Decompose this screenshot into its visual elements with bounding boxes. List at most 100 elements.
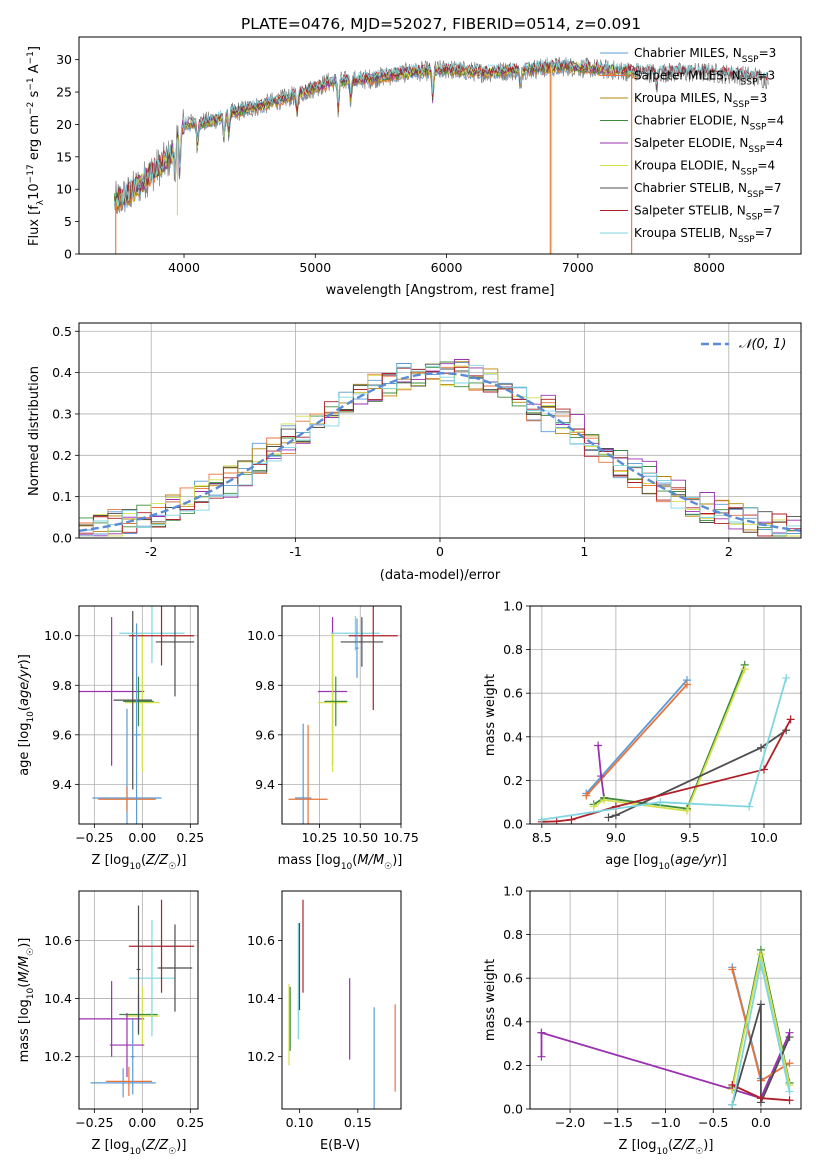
y-axis-label: mass [log10(M/M☉)] (17, 938, 36, 1063)
axes-frame (281, 605, 402, 825)
x-tick-label: 9.5 (680, 830, 700, 845)
legend-entry: Kroupa MILES, NSSP=3 (634, 91, 767, 110)
label-part: M/M (17, 956, 32, 983)
label-part: =3 (759, 46, 777, 60)
mass-weight-marker (728, 1081, 737, 1090)
y-tick-label: 10.2 (247, 1049, 275, 1064)
mass-weight-marker (756, 958, 765, 967)
y-tick-label: 10.6 (247, 933, 275, 948)
label-part: 10 (129, 862, 141, 872)
x-tick-label: −1.5 (603, 1115, 633, 1130)
y-tick-label: 0.6 (503, 971, 523, 986)
x-axis-label: E(B-V) (320, 1138, 360, 1153)
label-part: 10 (26, 987, 36, 999)
label-part: Chabrier ELODIE, N (634, 114, 750, 128)
y-axis-label: mass weight (483, 674, 498, 756)
mass-weight-line (593, 668, 746, 812)
x-tick-label: −1.0 (650, 1115, 680, 1130)
label-part: 10 (26, 711, 36, 723)
x-tick-label: -2 (145, 544, 157, 559)
label-part: SSP (741, 78, 758, 88)
mass-weight-marker (589, 802, 598, 811)
y-tick-label: 0.6 (503, 686, 523, 701)
label-part: ☉ (695, 1147, 703, 1157)
spectrum-plot-area (114, 57, 769, 254)
label-part: Z [log (92, 853, 130, 868)
label-part: age [log (605, 853, 658, 868)
axes-frame (78, 36, 802, 255)
label-part: =4 (765, 136, 783, 150)
label-part: Z/Z (672, 1138, 696, 1153)
x-tick-label: 0.25 (176, 1115, 204, 1130)
mass-weight-marker (728, 965, 737, 974)
mass-weight-marker (537, 1052, 546, 1061)
label-part: −1 (26, 77, 36, 90)
legend-entry: Chabrier STELIB, NSSP=7 (634, 181, 782, 200)
y-tick-label: 0.0 (52, 531, 72, 546)
y-tick-label: 0.3 (52, 406, 72, 421)
y-tick-label: 0 (64, 247, 72, 262)
y-tick-label: 0.5 (52, 324, 72, 339)
y-tick-label: 0.1 (52, 489, 72, 504)
label-part: Z [log (92, 1138, 130, 1153)
legend-entry: Kroupa STELIB, NSSP=7 (634, 226, 772, 245)
label-part: A (27, 64, 42, 77)
axes-frame (281, 890, 402, 1110)
mass-weight-marker (756, 1000, 765, 1009)
mass_vs_Z-plot-area (79, 899, 195, 1098)
label-part: ( (17, 983, 32, 988)
age_vs_Z-axes: −0.25 0.00 0.259.49.69.810.0Z [log10(Z/Z☉)… (17, 605, 204, 872)
label-part: SSP (746, 213, 763, 223)
label-part: )] (703, 1138, 713, 1153)
spectrum-axes: 4000 5000 6000 7000 8000 0 5 10 15 20 25 30 Chabrier… (26, 36, 802, 298)
axes-frame (78, 890, 199, 1110)
mass-weight-marker (582, 791, 591, 800)
y-tick-label: 9.4 (255, 777, 275, 792)
y-tick-label: 0.2 (503, 773, 523, 788)
x-tick-label: −0.25 (75, 1115, 113, 1130)
label-part: M/M (357, 853, 384, 868)
legend-entry: Salpeter MILES, NSSP=3 (634, 69, 775, 88)
mass-weight-marker (757, 743, 766, 752)
x-tick-label: −2.0 (555, 1115, 585, 1130)
label-part: −2 (26, 102, 36, 115)
label-part: SSP (747, 190, 764, 200)
axes-frame (78, 322, 802, 539)
weight_vs_Z-axes: −2.0 −1.5 −1.0 −0.5 0.0 0.0 0.2 0.4 0.6 0.8 1.0 Z [… (483, 884, 802, 1157)
x-axis-label: Z [log10(Z/Z☉)] (92, 853, 187, 872)
label-part: mass [log (17, 999, 32, 1062)
mass-weight-marker (597, 772, 606, 781)
label-part: ( (352, 853, 357, 868)
mass-weight-line (608, 729, 787, 819)
x-tick-label: 0.0 (751, 1115, 771, 1130)
mass-weight-marker (759, 765, 768, 774)
x-tick-label: 6000 (431, 260, 463, 275)
label-part: Salpeter ELODIE, N (634, 136, 748, 150)
label-part: ( (141, 853, 146, 868)
label-part: age/yr (17, 663, 32, 706)
mass-weight-marker (537, 815, 546, 824)
label-part: Z/Z (145, 853, 169, 868)
label-part: =3 (757, 69, 775, 83)
mass-weight-line (541, 677, 788, 821)
label-part: SSP (733, 100, 750, 110)
mass-weight-line (585, 683, 688, 797)
legend-entry: Kroupa ELODIE, NSSP=4 (634, 159, 775, 178)
label-part: ] (27, 46, 42, 51)
label-part: Chabrier STELIB, N (634, 181, 747, 195)
x-tick-label: −0.5 (698, 1115, 728, 1130)
y-tick-label: 15 (56, 149, 72, 164)
mass-weight-marker (682, 680, 691, 689)
legend-entry: 𝒩(0, 1) (739, 337, 786, 352)
label-part: Salpeter MILES, N (634, 69, 741, 83)
x-axis-label: mass [log10(M/M☉)] (278, 853, 403, 872)
x-tick-label: 10.25 (302, 830, 338, 845)
y-tick-label: 9.4 (52, 777, 72, 792)
y-tick-label: 9.8 (52, 678, 72, 693)
x-tick-label: 0.10 (286, 1115, 314, 1130)
y-axis-label: mass weight (483, 959, 498, 1041)
mass-weight-marker (785, 1087, 794, 1096)
y-tick-label: 5 (64, 214, 72, 229)
x-axis-label: (data-model)/error (380, 568, 501, 583)
y-tick-label: 10.2 (44, 1049, 72, 1064)
